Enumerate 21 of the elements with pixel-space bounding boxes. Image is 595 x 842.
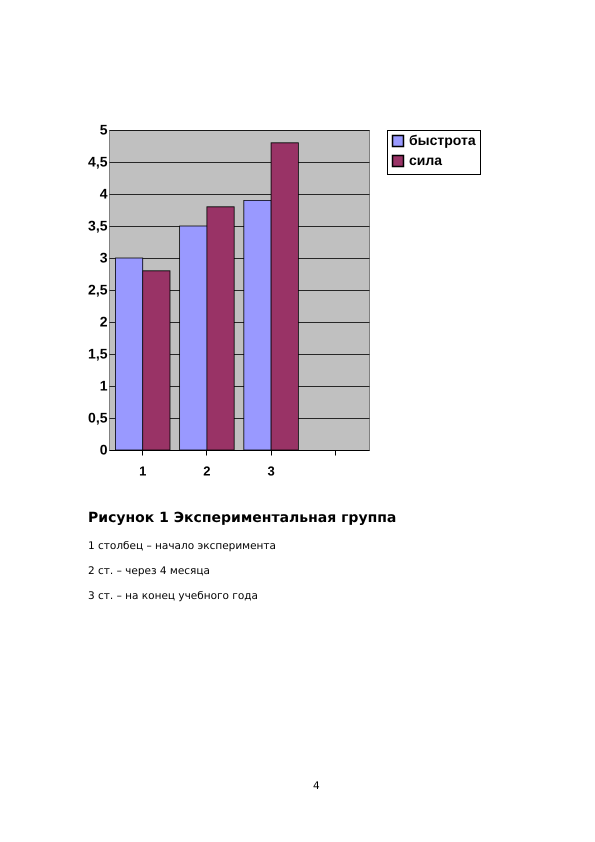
y-tick-label: 1,5 <box>88 346 108 362</box>
text: Рисунок 1 Экспериментальная группа <box>88 510 396 526</box>
y-tick-label: 1 <box>100 378 108 394</box>
x-tick-label: 3 <box>267 464 275 478</box>
legend-label: быстрота <box>409 132 476 148</box>
x-tick-label: 2 <box>203 464 211 478</box>
y-tick-label: 0 <box>100 442 108 458</box>
x-tick-label: 1 <box>139 464 146 478</box>
y-tick-label: 4 <box>100 186 108 202</box>
text: 3 ст. – на конец учебного года <box>88 590 258 602</box>
y-tick-label: 2 <box>100 314 108 330</box>
y-tick-label: 0,5 <box>88 410 108 426</box>
text: 2 ст. – через 4 месяца <box>88 565 210 577</box>
y-tick-label: 3,5 <box>88 218 108 234</box>
y-tick-label: 5 <box>100 122 108 138</box>
legend-label: сила <box>409 152 442 168</box>
y-tick-label: 4,5 <box>88 154 108 170</box>
y-tick-label: 3 <box>100 250 108 266</box>
text: 1 столбец – начало эксперимента <box>88 540 276 552</box>
text: 4 <box>313 780 320 792</box>
y-tick-label: 2,5 <box>88 282 108 298</box>
